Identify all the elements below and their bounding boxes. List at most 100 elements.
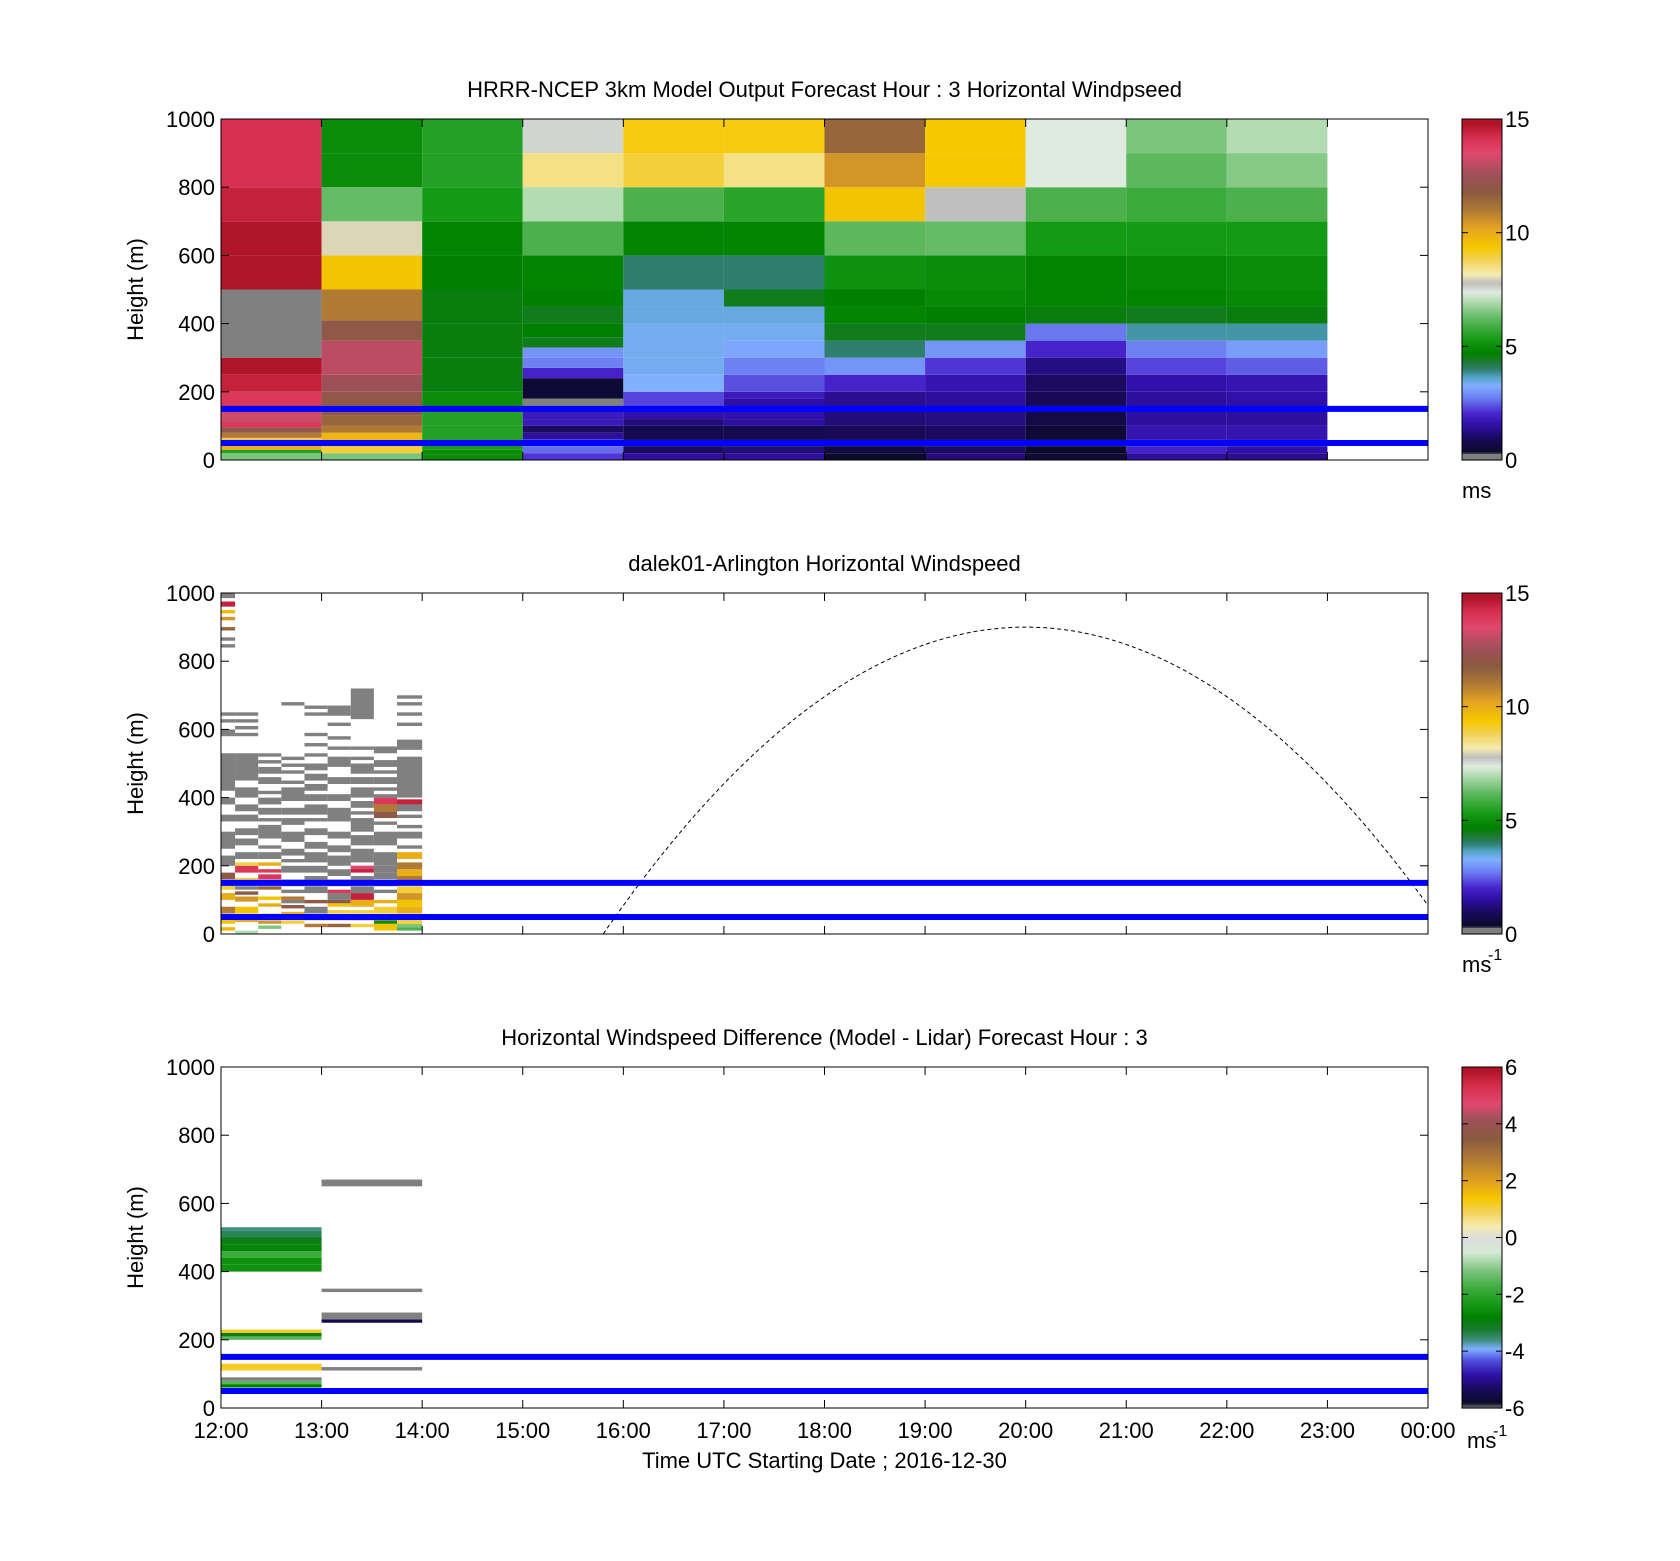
colorbar-swatch [1462, 340, 1502, 343]
heatmap-cell [1025, 255, 1127, 290]
heatmap-cell [373, 787, 398, 791]
heatmap-cell [623, 255, 724, 290]
colorbar-swatch [1462, 1118, 1502, 1121]
heatmap-cell [1126, 289, 1227, 307]
colorbar-swatch [1462, 350, 1502, 354]
colorbar-swatch [1462, 1223, 1502, 1227]
colorbar-swatch [1462, 698, 1502, 702]
colorbar-swatch [1462, 1305, 1502, 1309]
colorbar-swatch [1462, 398, 1502, 401]
colorbar-swatch [1462, 1194, 1502, 1198]
heatmap-cell [350, 756, 374, 761]
colorbar-swatch [1462, 1319, 1502, 1322]
heatmap-cell [304, 818, 328, 822]
colorbar-unit: ms [1467, 1428, 1496, 1453]
heatmap-cell [824, 446, 926, 454]
colorbar-swatch [1462, 853, 1502, 857]
heatmap-cell [925, 255, 1026, 290]
colorbar-swatch [1462, 691, 1502, 695]
colorbar-swatch [1462, 1090, 1502, 1094]
heatmap-cell [281, 899, 305, 904]
colorbar-swatch [1462, 280, 1502, 284]
colorbar-swatch [1462, 407, 1502, 410]
colorbar-swatch [1462, 1092, 1502, 1095]
heatmap-cell [1126, 187, 1227, 222]
colorbar-swatch [1462, 1133, 1502, 1136]
heatmap-cell [1025, 391, 1127, 409]
colorbar-swatch [1462, 202, 1502, 205]
heatmap-cell [397, 814, 423, 819]
colorbar-swatch [1462, 1155, 1502, 1158]
colorbar-swatch [1462, 1346, 1502, 1349]
colorbar-swatch [1462, 1130, 1502, 1133]
colorbar-swatch [1462, 877, 1502, 881]
heatmap-cell [327, 903, 351, 907]
colorbar-swatch [1462, 896, 1502, 899]
colorbar-swatch [1462, 1181, 1502, 1184]
colorbar-swatch [1462, 1293, 1502, 1297]
colorbar-swatch [1462, 639, 1502, 642]
colorbar-swatch [1462, 1095, 1502, 1099]
colorbar: 0 5 10 15 ms [1461, 107, 1529, 503]
colorbar-swatch [1462, 685, 1502, 688]
colorbar-swatch [1462, 182, 1502, 185]
colorbar-swatch [1462, 1138, 1502, 1141]
colorbar-swatch [1462, 161, 1502, 164]
colorbar-swatch [1462, 799, 1502, 802]
colorbar-swatch [1462, 662, 1502, 666]
colorbar-swatch [1462, 1348, 1502, 1351]
heatmap-cell [350, 746, 374, 750]
heatmap-cell [235, 891, 259, 895]
heatmap-cell [373, 821, 398, 825]
heatmap-cell [422, 408, 523, 426]
colorbar-swatch [1462, 812, 1502, 816]
colorbar-swatch [1462, 209, 1502, 212]
chart-title: Horizontal Windspeed Difference (Model -… [501, 1025, 1147, 1050]
colorbar-swatch [1462, 879, 1502, 882]
y-tick-label: 0 [203, 448, 215, 473]
colorbar-swatch [1462, 1131, 1502, 1135]
heatmap-cell [221, 374, 322, 392]
colorbar-swatch [1462, 299, 1502, 303]
colorbar-swatch [1462, 674, 1502, 678]
colorbar-swatch [1462, 345, 1502, 349]
colorbar-swatch [1462, 328, 1502, 332]
colorbar-swatch [1462, 1177, 1502, 1181]
colorbar-swatch [1462, 327, 1502, 330]
heatmap-cell [221, 289, 322, 358]
heatmap-cell [522, 119, 624, 154]
colorbar-swatch [1462, 1167, 1502, 1170]
heatmap-cell [397, 906, 423, 914]
y-tick-label: 600 [178, 1191, 215, 1216]
colorbar-swatch [1462, 703, 1502, 707]
heatmap-cell [397, 831, 423, 839]
heatmap-cell [623, 119, 724, 154]
colorbar-swatch [1462, 616, 1502, 620]
colorbar-swatch [1462, 1387, 1502, 1390]
heatmap-cell [258, 903, 282, 907]
heatmap-cell [623, 306, 724, 324]
colorbar-swatch [1462, 843, 1502, 846]
heatmap-cell [522, 337, 624, 348]
heatmap-cell [221, 855, 236, 866]
colorbar-tick-label: 4 [1505, 1112, 1517, 1137]
heatmap-cell [623, 453, 724, 460]
colorbar-swatch [1462, 792, 1502, 795]
colorbar-swatch [1462, 1208, 1502, 1211]
heatmap-cell [1025, 323, 1127, 341]
heatmap-cell [221, 1377, 322, 1381]
colorbar-swatch [1462, 405, 1502, 408]
heatmap-cell [304, 705, 328, 709]
colorbar-swatch [1462, 1179, 1502, 1182]
heatmap-cell [221, 729, 236, 737]
colorbar-swatch [1462, 775, 1502, 778]
heatmap-cell [221, 1244, 322, 1252]
colorbar-swatch [1462, 715, 1502, 719]
colorbar-swatch [1462, 777, 1502, 780]
colorbar-swatch [1462, 1244, 1502, 1247]
colorbar-swatch [1462, 352, 1502, 355]
heatmap-cell [221, 427, 322, 433]
colorbar-tick-label: 0 [1505, 922, 1517, 947]
heatmap-cell [221, 927, 236, 931]
colorbar-swatch [1462, 1228, 1502, 1232]
